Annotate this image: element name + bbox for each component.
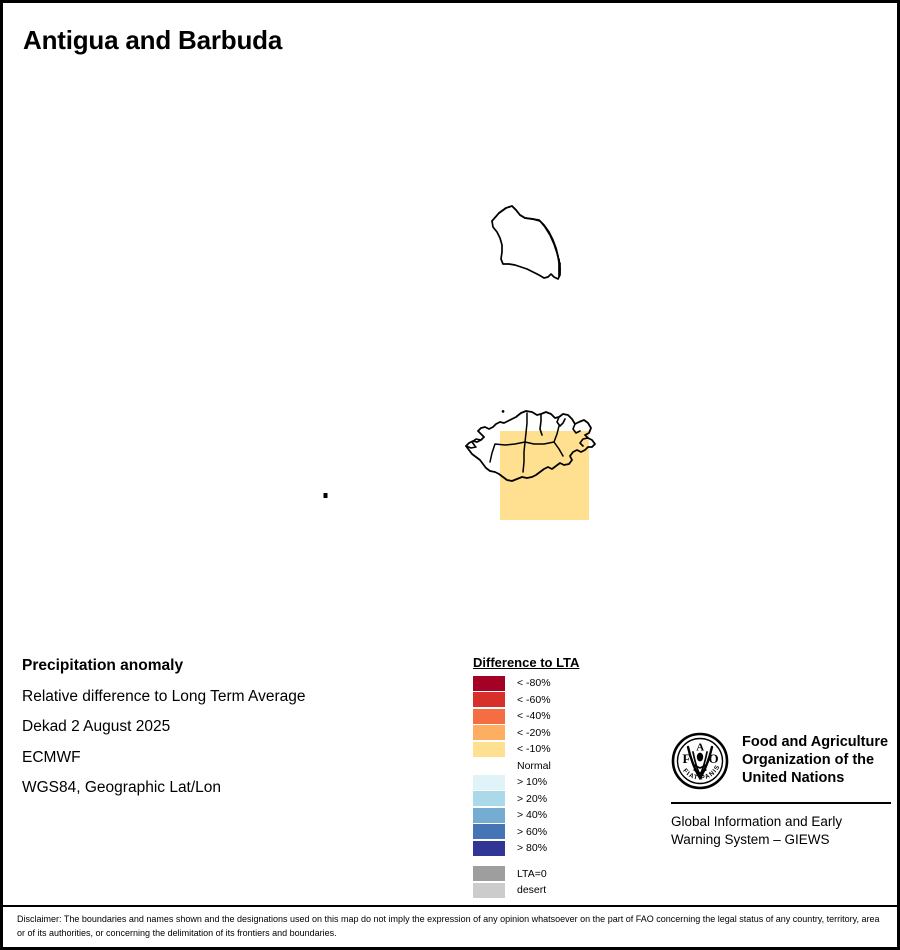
legend-swatch [473,758,505,773]
legend-swatch [473,840,505,856]
antigua-coastline[interactable] [465,410,596,482]
antigua-islets [501,410,505,413]
legend-swatch [473,791,505,807]
metadata-line-indicator: Precipitation anomaly [22,657,184,674]
legend-label: > 80% [517,842,548,855]
svg-text:A: A [696,742,704,754]
metadata-line-source: ECMWF [22,748,81,766]
legend-swatch [473,741,505,757]
svg-text:O: O [709,751,719,766]
metadata-line-description: Relative difference to Long Term Average [22,687,306,705]
giews-line-2: Warning System – GIEWS [671,831,830,847]
fao-logo-row: F A O FIAT PANIS Food and Agriculture Or… [671,732,891,790]
legend-label: LTA=0 [517,867,547,880]
legend-item-gt-40[interactable]: > 40% [473,807,579,824]
legend-item-gt-10[interactable]: > 10% [473,774,579,791]
legend-swatch [473,824,505,840]
giews-line-1: Global Information and Early [671,814,843,829]
legend-item-desert[interactable]: desert [473,882,579,899]
fao-emblem-icon: F A O FIAT PANIS [671,732,729,790]
fao-name-line-2: Organization of the [742,752,875,769]
legend-label: < -10% [517,743,551,756]
antigua-inlet-detail [465,413,589,449]
legend: Difference to LTA < -80% < -60% < -40% <… [473,655,579,899]
legend-swatch [473,708,505,724]
legend-swatch [473,675,505,691]
legend-label: > 40% [517,809,548,822]
island-antigua[interactable] [465,410,596,482]
island-barbuda-shape[interactable] [491,205,561,280]
disclaimer-text: Disclaimer: The boundaries and names sho… [17,914,880,938]
legend-swatch [473,866,505,882]
legend-item-gt-60[interactable]: > 60% [473,824,579,841]
fao-organization-name: Food and Agriculture Organization of the… [742,734,888,787]
legend-item-lt-60[interactable]: < -60% [473,692,579,709]
metadata-line-projection: WGS84, Geographic Lat/Lon [22,779,222,796]
metadata-line-period: Dekad 2 August 2025 [22,718,171,735]
legend-spacer [473,857,579,866]
legend-label: < -80% [517,677,551,690]
legend-item-normal[interactable]: Normal [473,758,579,775]
legend-swatch [473,692,505,708]
legend-label: Normal [517,759,551,772]
fao-name-line-1: Food and Agriculture [742,734,889,751]
legend-item-lta-zero[interactable]: LTA=0 [473,866,579,883]
legend-item-lt-80[interactable]: < -80% [473,675,579,692]
legend-label: < -60% [517,693,551,706]
map-metadata: Precipitation anomaly Relative differenc… [22,658,442,811]
island-barbuda[interactable] [491,205,561,277]
legend-label: > 20% [517,792,548,805]
legend-item-lt-10[interactable]: < -10% [473,741,579,758]
legend-swatch [473,774,505,790]
island-redonda[interactable] [323,493,328,498]
legend-item-lt-40[interactable]: < -40% [473,708,579,725]
legend-label: > 10% [517,776,548,789]
legend-label: > 60% [517,825,548,838]
disclaimer-divider [3,905,897,907]
svg-text:F: F [683,751,691,766]
fao-name-line-3: United Nations [742,769,845,786]
fao-divider [671,802,891,804]
map-canvas[interactable] [3,63,897,643]
legend-item-gt-80[interactable]: > 80% [473,840,579,857]
legend-item-lt-20[interactable]: < -20% [473,725,579,742]
legend-label: < -40% [517,710,551,723]
legend-item-gt-20[interactable]: > 20% [473,791,579,808]
legend-title: Difference to LTA [473,655,580,670]
raster-cell-antigua [500,431,589,520]
page-title: Antigua and Barbuda [23,25,283,55]
legend-swatch [473,725,505,741]
legend-label: desert [517,884,547,897]
legend-label: < -20% [517,726,551,739]
giews-programme-name: Global Information and Early Warning Sys… [671,813,891,849]
fao-branding: F A O FIAT PANIS Food and Agriculture Or… [671,732,891,849]
antigua-parish-boundaries [489,412,564,473]
legend-swatch [473,882,505,898]
legend-swatch [473,807,505,823]
